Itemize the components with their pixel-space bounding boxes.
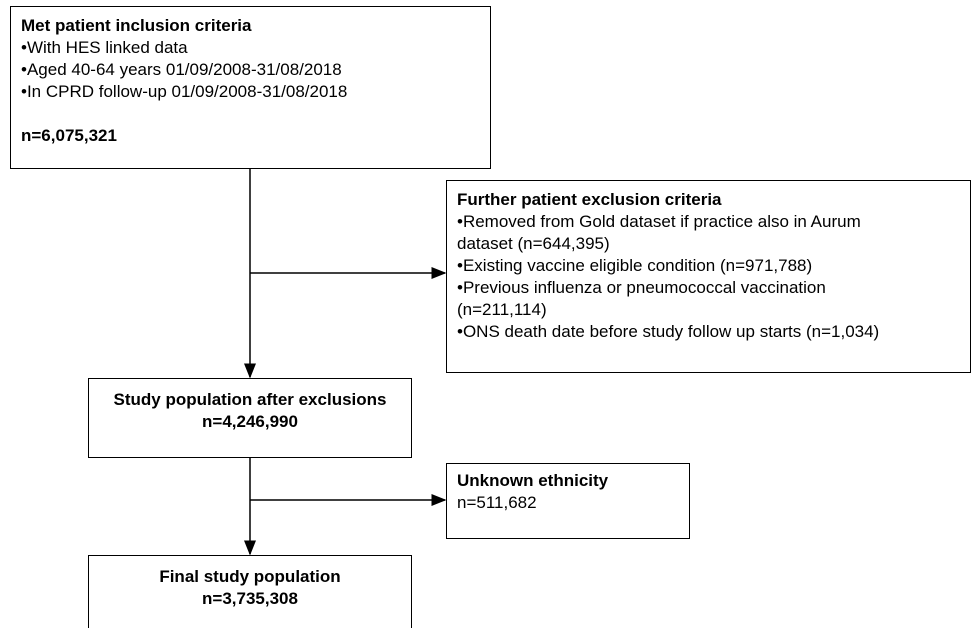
box-count: n=6,075,321	[21, 126, 117, 145]
box-title: Final study population	[159, 567, 341, 586]
criterion: •Existing vaccine eligible condition (n=…	[457, 256, 813, 275]
box-title: Further patient exclusion criteria	[457, 190, 722, 209]
criterion: •With HES linked data	[21, 38, 188, 57]
criterion: •ONS death date before study follow up s…	[457, 322, 880, 341]
box-count: n=511,682	[457, 493, 537, 512]
criterion: •In CPRD follow-up 01/09/2008-31/08/2018	[21, 82, 348, 101]
criterion: •Previous influenza or pneumococcal vacc…	[457, 278, 826, 297]
criterion: •Aged 40-64 years 01/09/2008-31/08/2018	[21, 60, 342, 79]
criterion: dataset (n=644,395)	[457, 234, 610, 253]
box-count: n=3,735,308	[202, 589, 298, 608]
study-population-box: Study population after exclusions n=4,24…	[88, 378, 412, 458]
exclusion-box: Further patient exclusion criteria •Remo…	[446, 180, 971, 373]
box-title: Study population after exclusions	[113, 390, 387, 409]
criterion: •Removed from Gold dataset if practice a…	[457, 212, 861, 231]
box-count: n=4,246,990	[202, 412, 298, 431]
box-title: Met patient inclusion criteria	[21, 16, 252, 35]
criterion: (n=211,114)	[457, 300, 547, 319]
inclusion-box: Met patient inclusion criteria •With HES…	[10, 6, 491, 169]
box-title: Unknown ethnicity	[457, 471, 609, 490]
unknown-ethnicity-box: Unknown ethnicity n=511,682	[446, 463, 690, 539]
final-population-box: Final study population n=3,735,308	[88, 555, 412, 628]
